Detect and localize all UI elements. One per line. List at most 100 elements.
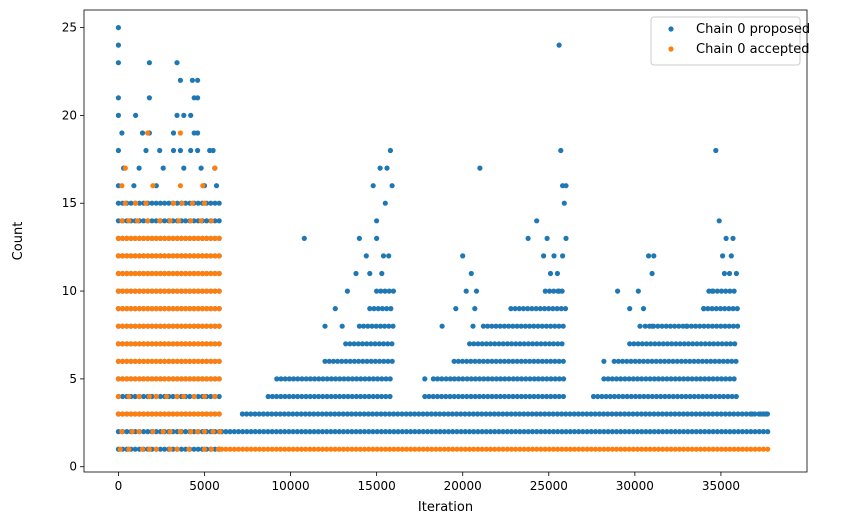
point-accepted [164,393,170,400]
point-proposed [464,376,470,382]
point-proposed [651,253,657,259]
point-proposed [748,429,754,435]
point-accepted [146,393,152,400]
point-accepted [420,446,426,452]
point-proposed [506,323,512,329]
point-proposed [212,200,218,206]
point-proposed [517,429,523,435]
point-accepted [605,446,611,452]
point-proposed [735,411,741,417]
point-accepted [136,411,142,417]
point-proposed [362,376,368,382]
point-accepted [170,235,176,241]
point-proposed [420,429,426,435]
point-proposed [311,393,317,400]
point-accepted [216,288,222,294]
point-accepted [639,446,645,452]
point-proposed [385,358,391,364]
point-accepted [370,446,376,452]
point-accepted [706,446,712,452]
point-accepted [183,235,189,241]
point-proposed [307,429,313,435]
point-accepted [157,218,163,224]
point-proposed [622,376,628,382]
point-accepted [143,200,149,206]
point-proposed [732,341,738,347]
point-proposed [269,393,275,400]
point-accepted [149,288,155,294]
point-proposed [519,376,525,382]
point-proposed [618,429,624,435]
point-proposed [723,235,729,241]
point-accepted [479,446,485,452]
point-proposed [710,376,716,382]
point-proposed [544,376,550,382]
point-proposed [730,306,736,312]
point-proposed [468,376,474,382]
point-proposed [115,95,121,101]
point-proposed [433,411,439,417]
point-proposed [693,376,699,382]
point-accepted [508,446,515,452]
point-proposed [416,429,422,435]
point-accepted [487,446,494,452]
point-accepted [136,270,142,277]
point-accepted [189,200,195,206]
point-proposed [727,411,733,417]
point-proposed [603,393,609,400]
point-proposed [743,411,750,417]
point-accepted [141,288,147,294]
point-proposed [559,429,565,435]
point-proposed [544,235,550,241]
point-proposed [718,376,725,382]
point-proposed [497,358,503,364]
point-proposed [299,376,305,382]
x-tick-label: 10000 [271,479,309,493]
point-proposed [115,112,121,118]
point-proposed [576,429,582,435]
point-accepted [115,393,121,400]
point-proposed [493,393,499,400]
point-proposed [651,429,657,435]
point-proposed [552,358,558,364]
point-proposed [695,358,701,364]
point-proposed [497,393,503,400]
y-axis-label: Count [11,222,26,261]
y-tick-label: 0 [69,460,77,474]
point-accepted [195,358,201,364]
point-accepted [162,306,168,312]
point-proposed [265,411,271,417]
point-proposed [162,200,168,206]
point-proposed [609,411,615,417]
point-proposed [698,341,704,347]
point-proposed [195,200,201,206]
point-proposed [508,429,515,435]
point-proposed [709,288,715,294]
point-proposed [320,376,326,382]
point-proposed [659,411,666,417]
point-proposed [664,411,670,417]
point-proposed [303,376,309,382]
point-proposed [678,358,685,364]
point-proposed [706,376,712,382]
x-tick-label: 0 [115,479,123,493]
point-proposed [663,323,669,329]
point-proposed [341,393,347,400]
point-accepted [149,411,155,417]
point-accepted [132,411,138,417]
point-proposed [690,341,696,347]
point-proposed [141,393,147,400]
point-proposed [611,358,617,364]
point-proposed [651,376,657,382]
point-accepted [550,446,557,452]
point-proposed [361,429,368,435]
point-proposed [455,358,461,364]
point-proposed [731,376,737,382]
point-proposed [290,429,296,435]
point-proposed [685,376,691,382]
point-accepted [136,306,142,312]
point-proposed [428,411,434,417]
point-proposed [550,306,556,312]
point-proposed [278,393,284,400]
point-proposed [556,42,562,48]
